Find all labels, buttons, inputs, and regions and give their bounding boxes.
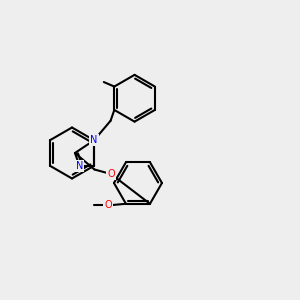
Text: N: N [76, 161, 83, 171]
Text: O: O [107, 169, 115, 179]
Text: N: N [90, 135, 98, 145]
Text: O: O [104, 200, 112, 210]
